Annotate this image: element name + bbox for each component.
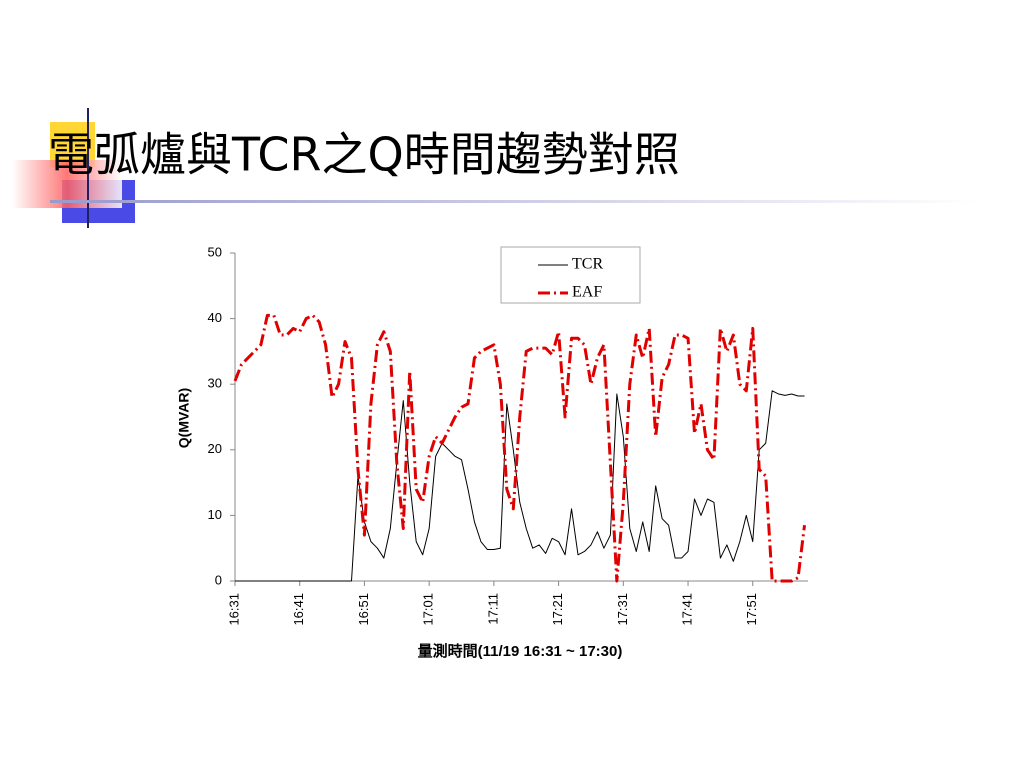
legend-label: TCR <box>572 256 603 273</box>
x-axis-title: 量測時間(11/19 16:31 ~ 17:30) <box>418 642 623 660</box>
legend-label: EAF <box>572 284 602 301</box>
y-tick-label: 30 <box>208 376 222 391</box>
legend-box <box>500 246 641 304</box>
x-tick-label: 17:11 <box>485 593 500 625</box>
slide-title: 電弧爐與TCR之Q時間趨勢對照 <box>48 128 680 182</box>
x-tick-label: 17:21 <box>550 593 565 626</box>
y-tick-label: 20 <box>208 441 222 456</box>
x-tick-label: 17:51 <box>744 593 759 626</box>
y-tick-label: 50 <box>208 244 222 259</box>
x-tick-label: 16:31 <box>226 593 241 626</box>
deco-hline <box>50 200 980 203</box>
series-line <box>235 390 805 582</box>
x-tick-label: 17:01 <box>421 593 436 626</box>
series-line <box>233 313 807 583</box>
y-tick-label: 40 <box>208 310 222 325</box>
x-tick-label: 16:41 <box>291 593 306 626</box>
x-tick-label: 17:31 <box>615 593 630 626</box>
y-axis-title: Q(MVAR) <box>176 388 192 448</box>
y-tick-label: 0 <box>215 572 222 587</box>
x-tick-label: 16:51 <box>356 593 371 626</box>
x-tick-label: 17:41 <box>679 593 694 626</box>
y-tick-label: 10 <box>208 507 222 522</box>
